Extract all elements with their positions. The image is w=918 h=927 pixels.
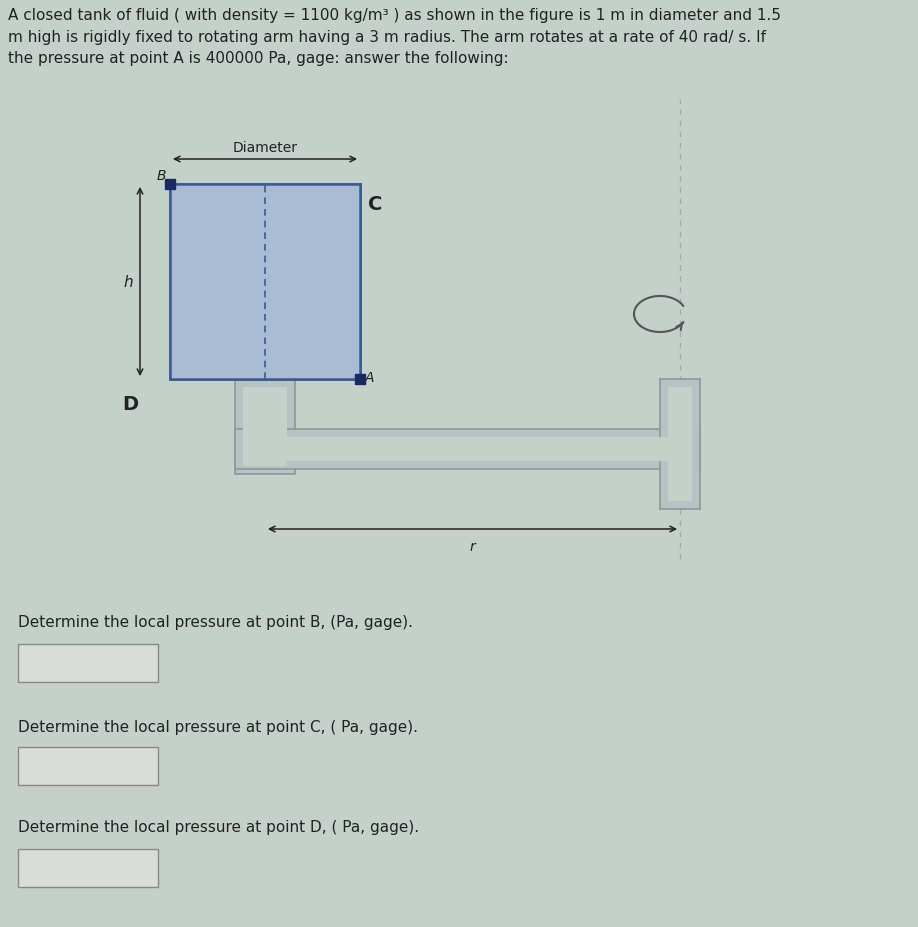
Bar	[243, 438, 692, 462]
Text: D: D	[122, 395, 138, 413]
Bar	[18, 747, 158, 785]
Text: r: r	[470, 540, 476, 553]
Bar	[170, 184, 360, 379]
Bar	[668, 387, 692, 502]
Text: B: B	[156, 169, 166, 183]
Bar	[18, 644, 158, 682]
Text: Determine the local pressure at point B, (Pa, gage).: Determine the local pressure at point B,…	[18, 615, 413, 629]
Text: A: A	[365, 371, 375, 385]
Text: C: C	[368, 195, 383, 214]
Text: A closed tank of fluid ( with density = 1100 kg/m³ ) as shown in the figure is 1: A closed tank of fluid ( with density = …	[8, 8, 781, 66]
Text: Determine the local pressure at point C, ( Pa, gage).: Determine the local pressure at point C,…	[18, 719, 418, 734]
Text: Determine the local pressure at point D, ( Pa, gage).: Determine the local pressure at point D,…	[18, 819, 420, 834]
Text: h: h	[123, 274, 133, 289]
Bar	[660, 379, 700, 510]
Bar	[243, 387, 287, 466]
Bar	[170, 184, 360, 379]
Bar	[235, 429, 700, 469]
Text: Liquid: Liquid	[237, 274, 283, 289]
Text: Diameter: Diameter	[232, 141, 297, 155]
Bar	[18, 849, 158, 887]
Bar	[235, 379, 295, 475]
